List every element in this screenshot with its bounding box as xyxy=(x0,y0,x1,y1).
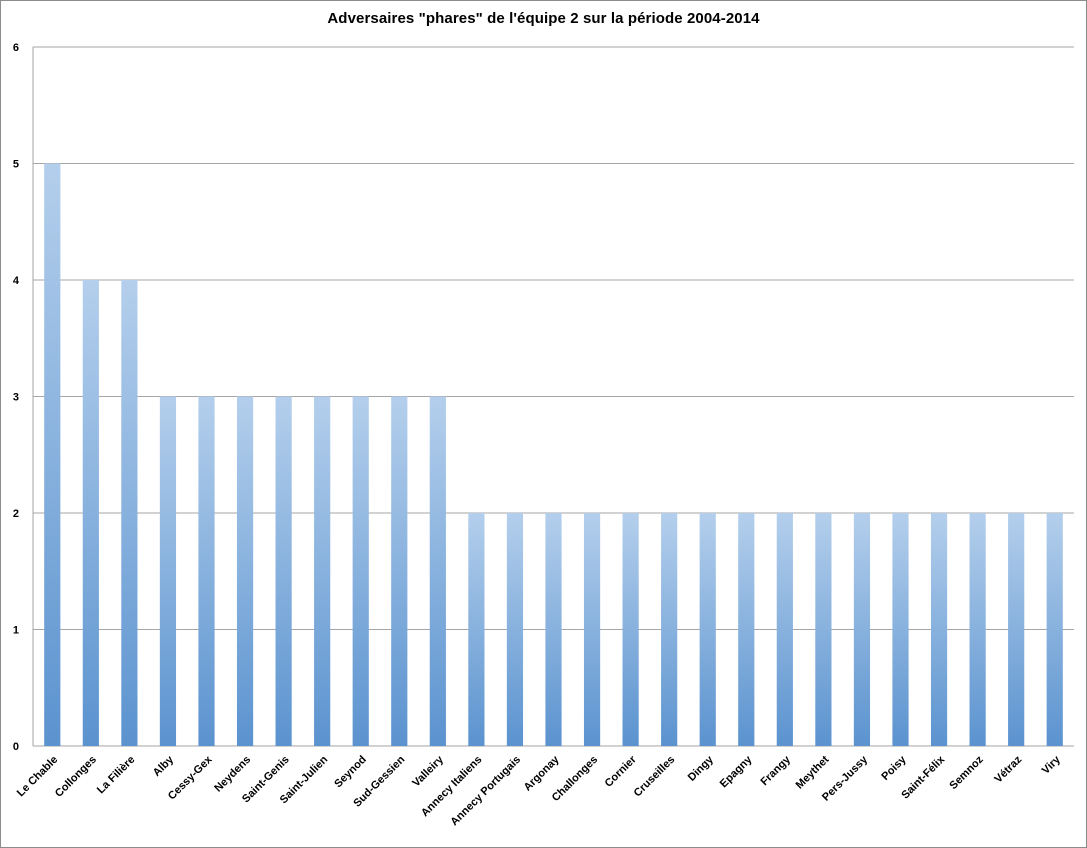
bar xyxy=(1008,513,1025,746)
bar xyxy=(622,513,639,746)
chart-title: Adversaires "phares" de l'équipe 2 sur l… xyxy=(327,10,760,27)
y-tick-label: 3 xyxy=(13,392,19,404)
bar xyxy=(892,513,909,746)
bar xyxy=(506,513,524,746)
y-tick-label: 5 xyxy=(13,159,19,171)
x-tick-label: Cornier xyxy=(603,753,640,790)
x-tick-label: La Filière xyxy=(95,754,138,797)
x-tick-label: Frangy xyxy=(759,753,794,788)
bar xyxy=(44,163,61,746)
bar xyxy=(738,513,755,746)
bar xyxy=(661,513,678,746)
bar xyxy=(121,280,138,746)
bar xyxy=(583,513,601,746)
x-tick-label: Epagny xyxy=(718,753,755,790)
x-tick-label: Dingy xyxy=(686,753,717,784)
x-tick-label: Vétraz xyxy=(992,753,1024,785)
bar xyxy=(545,513,562,746)
bar xyxy=(391,396,408,746)
y-tick-label: 0 xyxy=(13,741,19,753)
y-tick-label: 4 xyxy=(13,275,20,287)
bar xyxy=(1046,513,1063,746)
x-tick-label: Cruseilles xyxy=(632,754,678,800)
x-tick-label: Alby xyxy=(151,753,177,779)
bar xyxy=(198,396,215,746)
x-tick-label: Annecy Portugais xyxy=(448,754,523,829)
bar xyxy=(314,396,331,746)
bar xyxy=(776,513,793,746)
y-axis: 0 1 2 3 4 5 6 xyxy=(13,42,34,753)
bar xyxy=(815,513,832,746)
x-tick-label: Argonay xyxy=(522,753,563,794)
bar xyxy=(699,513,716,746)
y-tick-label: 6 xyxy=(13,42,19,54)
bar xyxy=(159,396,177,746)
bar xyxy=(853,513,871,746)
bar xyxy=(275,396,292,746)
x-tick-label: Collonges xyxy=(53,754,99,800)
bar xyxy=(236,396,254,746)
bar xyxy=(429,396,446,746)
x-tick-label: Semnoz xyxy=(947,753,986,792)
x-tick-label: Neydens xyxy=(212,754,253,795)
x-tick-label: Meythet xyxy=(794,753,832,791)
bars xyxy=(44,163,1063,746)
bar xyxy=(969,513,986,746)
x-tick-label: Seynod xyxy=(332,754,369,791)
bar xyxy=(468,513,485,746)
y-tick-label: 2 xyxy=(13,508,19,520)
x-tick-label: Poisy xyxy=(879,753,909,783)
y-tick-label: 1 xyxy=(13,625,19,637)
bar xyxy=(82,280,99,746)
x-tick-label: Viry xyxy=(1040,753,1064,777)
bar xyxy=(930,513,948,746)
bar xyxy=(352,396,369,746)
x-tick-label: Valleiry xyxy=(410,753,446,789)
